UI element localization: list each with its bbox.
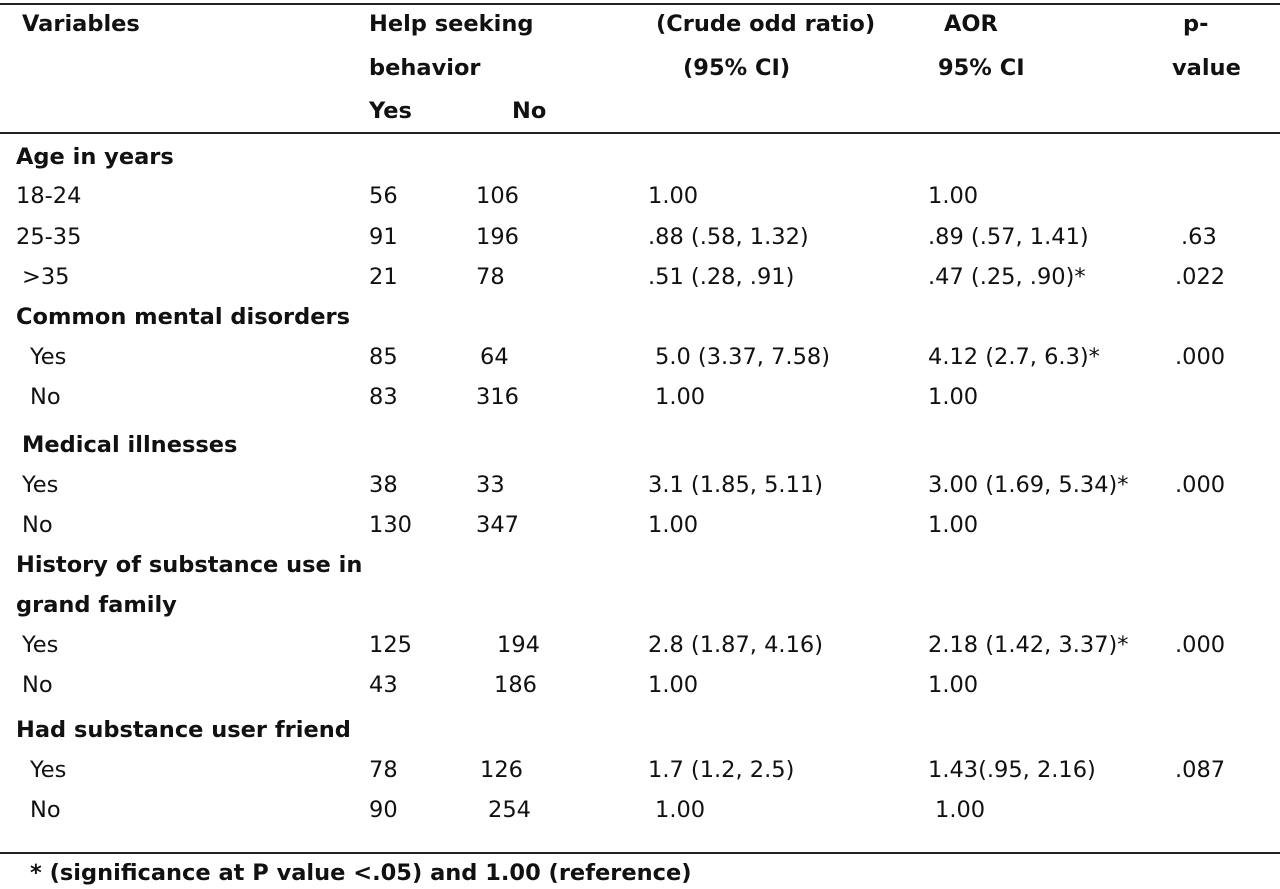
cell-no: 126 <box>480 757 523 783</box>
cell-aor: 4.12 (2.7, 6.3)* <box>928 344 1100 370</box>
cell-aor: 1.00 <box>928 384 979 410</box>
row-label: Yes <box>22 632 59 658</box>
cell-aor: 3.00 (1.69, 5.34)* <box>928 472 1129 498</box>
cell-p-value: .000 <box>1175 344 1226 370</box>
cell-p-value: .022 <box>1175 264 1226 290</box>
top-rule <box>0 3 1280 5</box>
cell-crude-or: 1.00 <box>655 384 706 410</box>
cell-aor: 1.00 <box>928 672 979 698</box>
cell-yes: 38 <box>369 472 398 498</box>
cell-yes: 125 <box>369 632 412 658</box>
cell-yes: 90 <box>369 797 398 823</box>
cell-no: 196 <box>476 224 519 250</box>
cell-crude-or: 1.00 <box>655 797 706 823</box>
cell-p-value: .63 <box>1181 224 1217 250</box>
cell-aor: 1.00 <box>928 183 979 209</box>
cell-yes: 83 <box>369 384 398 410</box>
cell-aor: 2.18 (1.42, 3.37)* <box>928 632 1129 658</box>
section-title: Medical illnesses <box>22 432 238 458</box>
cell-aor: 1.00 <box>935 797 986 823</box>
section-title-continued: grand family <box>16 592 177 618</box>
cell-crude-or: 1.00 <box>648 672 699 698</box>
row-label: No <box>22 512 53 538</box>
row-label: No <box>22 672 53 698</box>
bottom-rule <box>0 852 1280 854</box>
section-title: Common mental disorders <box>16 304 350 330</box>
header-rule <box>0 132 1280 134</box>
cell-no: 106 <box>476 183 519 209</box>
row-label: No <box>30 384 61 410</box>
cell-p-value: .000 <box>1175 632 1226 658</box>
cell-yes: 21 <box>369 264 398 290</box>
header-aor-ci: 95% CI <box>938 55 1025 81</box>
cell-crude-or: 2.8 (1.87, 4.16) <box>648 632 823 658</box>
header-variables: Variables <box>22 11 140 37</box>
cell-yes: 78 <box>369 757 398 783</box>
cell-no: 64 <box>480 344 509 370</box>
header-no: No <box>512 98 547 124</box>
cell-crude-or: 1.00 <box>648 512 699 538</box>
cell-yes: 56 <box>369 183 398 209</box>
section-title: Age in years <box>16 144 174 170</box>
cell-no: 33 <box>476 472 505 498</box>
header-crude-odd-ratio: (Crude odd ratio) <box>656 11 876 37</box>
cell-aor: .47 (.25, .90)* <box>928 264 1086 290</box>
row-label: 18-24 <box>16 183 82 209</box>
cell-crude-or: 1.7 (1.2, 2.5) <box>648 757 795 783</box>
cell-aor: 1.43(.95, 2.16) <box>928 757 1096 783</box>
cell-aor: .89 (.57, 1.41) <box>928 224 1089 250</box>
cell-no: 347 <box>476 512 519 538</box>
cell-crude-or: 1.00 <box>648 183 699 209</box>
header-aor: AOR <box>944 11 998 37</box>
section-title: History of substance use in <box>16 552 363 578</box>
header-behavior: behavior <box>369 55 481 81</box>
cell-crude-or: 3.1 (1.85, 5.11) <box>648 472 823 498</box>
cell-yes: 43 <box>369 672 398 698</box>
header-yes: Yes <box>369 98 412 124</box>
cell-aor: 1.00 <box>928 512 979 538</box>
cell-p-value: .000 <box>1175 472 1226 498</box>
cell-no: 316 <box>476 384 519 410</box>
row-label: 25-35 <box>16 224 82 250</box>
header-crude-ci: (95% CI) <box>683 55 791 81</box>
cell-p-value: .087 <box>1175 757 1226 783</box>
header-value: value <box>1172 55 1241 81</box>
footnote: * (significance at P value <.05) and 1.0… <box>30 860 692 886</box>
cell-crude-or: .88 (.58, 1.32) <box>648 224 809 250</box>
cell-yes: 91 <box>369 224 398 250</box>
row-label: Yes <box>22 472 59 498</box>
row-label: Yes <box>30 757 67 783</box>
cell-no: 78 <box>476 264 505 290</box>
row-label: No <box>30 797 61 823</box>
header-p: p- <box>1183 11 1209 37</box>
cell-yes: 130 <box>369 512 412 538</box>
row-label: Yes <box>30 344 67 370</box>
cell-no: 186 <box>494 672 537 698</box>
cell-crude-or: .51 (.28, .91) <box>648 264 795 290</box>
row-label: >35 <box>22 264 70 290</box>
header-help-seeking: Help seeking <box>369 11 534 37</box>
cell-crude-or: 5.0 (3.37, 7.58) <box>655 344 830 370</box>
cell-no: 194 <box>497 632 540 658</box>
cell-yes: 85 <box>369 344 398 370</box>
section-title: Had substance user friend <box>16 717 351 743</box>
cell-no: 254 <box>488 797 531 823</box>
